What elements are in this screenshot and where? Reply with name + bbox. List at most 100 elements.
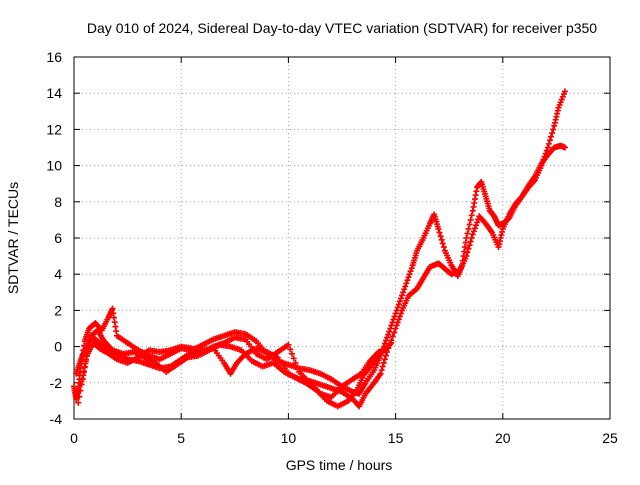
data-point (390, 316, 397, 323)
data-point (381, 340, 388, 347)
data-point (381, 356, 388, 363)
data-point (403, 280, 410, 287)
data-point (400, 289, 407, 296)
data-point (464, 249, 471, 256)
data-point (408, 265, 415, 272)
data-series (75, 327, 384, 410)
data-point (389, 333, 396, 340)
x-tick-label: 25 (602, 430, 618, 446)
data-point (290, 355, 297, 362)
data-point (84, 348, 91, 355)
data-point (80, 369, 87, 376)
data-point (394, 304, 401, 311)
y-tick-label: 0 (54, 339, 62, 355)
x-tick-label: 0 (70, 430, 78, 446)
data-layer (71, 88, 568, 410)
plot-frame (73, 56, 611, 420)
data-point (438, 236, 445, 243)
data-point (544, 144, 551, 151)
data-point (395, 316, 402, 323)
data-point (79, 375, 86, 382)
data-point (561, 88, 568, 95)
y-tick-label: 14 (46, 85, 62, 101)
data-point (404, 277, 411, 284)
data-point (380, 359, 387, 366)
data-point (437, 233, 444, 240)
data-point (550, 126, 557, 133)
data-point (392, 310, 399, 317)
data-point (389, 319, 396, 326)
data-point (391, 313, 398, 320)
data-point (378, 367, 385, 374)
data-point (466, 221, 473, 228)
y-tick-label: -4 (50, 411, 63, 427)
data-point (395, 301, 402, 308)
data-point (292, 359, 299, 366)
data-point (406, 271, 413, 278)
y-tick-label: 4 (54, 266, 62, 282)
data-point (464, 230, 471, 237)
x-axis-label: GPS time / hours (286, 457, 393, 473)
data-point (385, 331, 392, 338)
data-point (294, 364, 301, 371)
data-point (83, 353, 90, 360)
data-point (379, 363, 386, 370)
y-tick-label: 12 (46, 121, 62, 137)
data-point (393, 307, 400, 314)
data-point (377, 370, 384, 377)
data-point (466, 242, 473, 249)
y-tick-label: 2 (54, 302, 62, 318)
y-tick-label: 8 (54, 194, 62, 210)
data-point (285, 341, 292, 348)
data-point (377, 350, 384, 357)
data-point (463, 253, 470, 260)
chart-title: Day 010 of 2024, Sidereal Day-to-day VTE… (87, 20, 597, 36)
x-tick-label: 10 (281, 430, 297, 446)
data-point (391, 329, 398, 336)
data-point (78, 381, 85, 388)
tick-label-layer: 0 5 10 15 20 25 -4 -2 0 2 4 6 8 10 12 14 16 (46, 49, 618, 446)
y-tick-label: 10 (46, 158, 62, 174)
data-point (287, 346, 294, 353)
data-point (75, 399, 82, 406)
x-tick-label: 15 (388, 430, 404, 446)
data-point (382, 352, 389, 359)
data-point (439, 240, 446, 247)
data-point (473, 222, 479, 229)
data-point (474, 219, 481, 226)
data-point (469, 231, 476, 238)
data-point (436, 229, 443, 236)
data-point (546, 137, 553, 144)
data-point (470, 228, 477, 235)
data-point (77, 387, 84, 394)
x-tick-label: 5 (177, 430, 185, 446)
data-point (435, 225, 442, 232)
data-point (396, 313, 403, 320)
data-point (405, 274, 412, 281)
data-point (467, 216, 474, 223)
data-point (81, 363, 88, 370)
grid-layer (74, 57, 610, 419)
data-point (87, 337, 94, 344)
data-point (82, 358, 89, 365)
data-point (465, 245, 472, 252)
data-point (402, 283, 409, 290)
data-point (561, 144, 568, 151)
data-point (407, 268, 414, 275)
y-axis-label: SDTVAR / TECUs (5, 182, 21, 294)
y-tick-label: 16 (46, 49, 62, 65)
data-point (384, 334, 391, 341)
data-point (76, 393, 83, 400)
x-tick-label: 20 (495, 430, 511, 446)
data-point (468, 212, 475, 219)
data-point (397, 295, 404, 302)
data-point (386, 328, 393, 335)
data-point (388, 322, 395, 329)
y-tick-label: -2 (50, 375, 63, 391)
data-point (393, 322, 400, 329)
data-point (471, 225, 478, 232)
data-point (465, 225, 472, 232)
data-point (401, 286, 408, 293)
